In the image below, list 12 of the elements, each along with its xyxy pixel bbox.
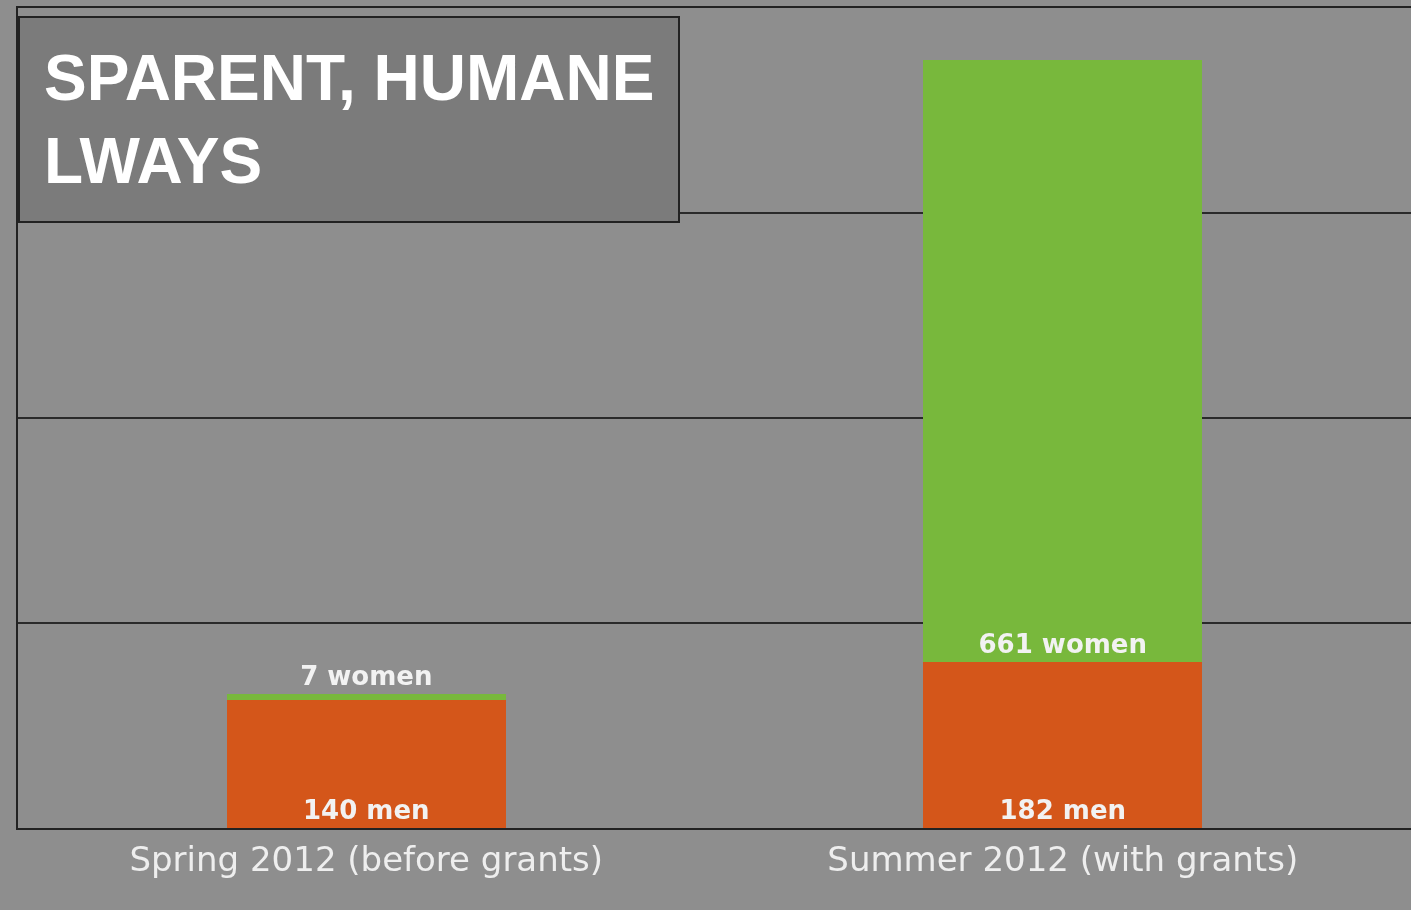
data-label: 140 men — [302, 795, 430, 825]
annotation: SPARENT, HUMANE — [44, 42, 655, 114]
data-label: 7 women — [300, 661, 433, 692]
data-label: 182 men — [999, 795, 1127, 825]
bar — [226, 694, 506, 701]
bar — [923, 59, 1203, 663]
annotation: LWAYS — [44, 125, 263, 198]
data-label: 661 women — [978, 629, 1147, 660]
bar — [226, 700, 506, 828]
x-tick-label: Spring 2012 (before grants) — [129, 838, 604, 879]
x-tick-label: Summer 2012 (with grants) — [827, 838, 1299, 879]
bar — [923, 662, 1203, 828]
